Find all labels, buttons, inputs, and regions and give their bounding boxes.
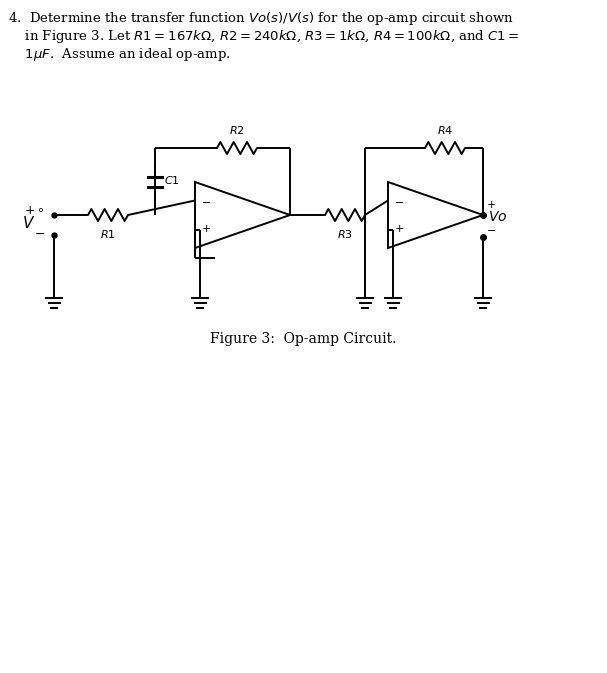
- Text: $+$: $+$: [201, 223, 211, 234]
- Text: $Vo$: $Vo$: [488, 210, 507, 224]
- Text: $R1$: $R1$: [100, 228, 116, 240]
- Text: Figure 3:  Op-amp Circuit.: Figure 3: Op-amp Circuit.: [210, 332, 397, 346]
- Text: $R3$: $R3$: [337, 228, 353, 240]
- Text: $R2$: $R2$: [229, 124, 245, 136]
- Text: in Figure 3. Let $R1 = 167k\Omega$, $R2 = 240k\Omega$, $R3 = 1k\Omega$, $R4 = 10: in Figure 3. Let $R1 = 167k\Omega$, $R2 …: [8, 28, 520, 45]
- Text: $-$: $-$: [34, 227, 45, 240]
- Text: $-$: $-$: [201, 197, 211, 207]
- Text: $C1$: $C1$: [164, 174, 180, 186]
- Text: $+\circ$: $+\circ$: [24, 205, 45, 217]
- Text: $R4$: $R4$: [437, 124, 453, 136]
- Text: $+$: $+$: [394, 223, 404, 234]
- Text: $-$: $-$: [486, 224, 496, 234]
- Text: $-$: $-$: [394, 197, 404, 207]
- Text: $1\mu F$.  Assume an ideal op-amp.: $1\mu F$. Assume an ideal op-amp.: [8, 46, 231, 63]
- Text: $V$: $V$: [22, 215, 36, 231]
- Text: $+$: $+$: [486, 199, 496, 211]
- Text: 4.  Determine the transfer function $Vo(s)/V(s)$ for the op-amp circuit shown: 4. Determine the transfer function $Vo(s…: [8, 10, 514, 27]
